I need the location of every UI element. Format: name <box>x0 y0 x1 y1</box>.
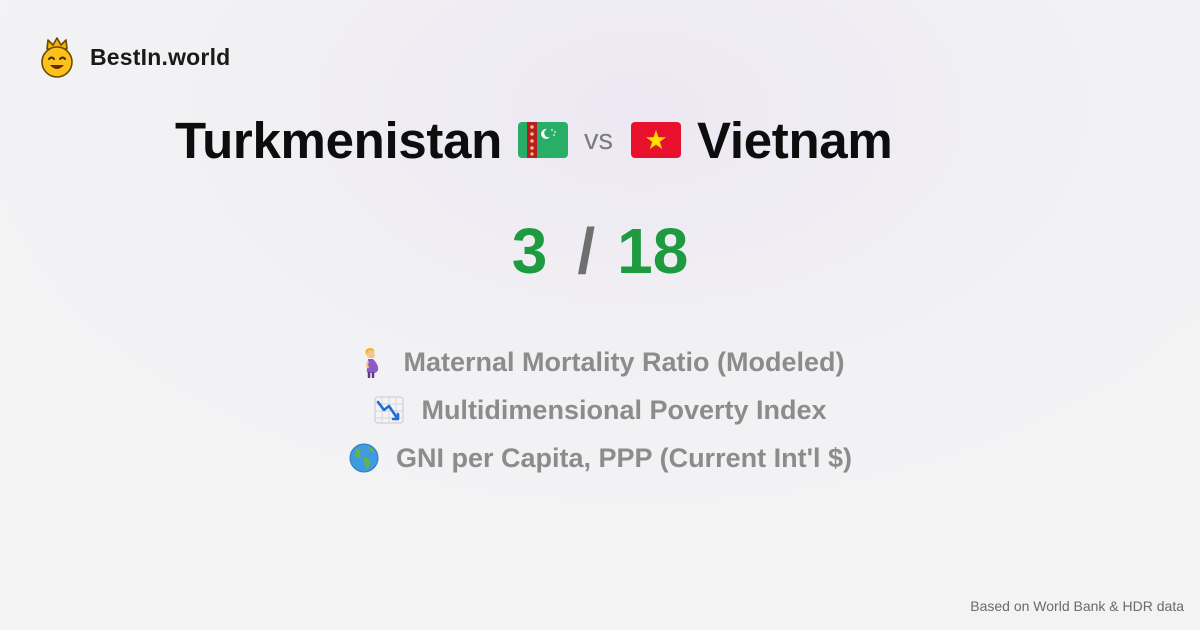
score-country-b: 18 <box>617 215 689 287</box>
brand-name: BestIn.world <box>90 43 231 70</box>
brand[interactable]: BestIn.world <box>38 36 230 78</box>
metric-label: GNI per Capita, PPP (Current Int'l $) <box>396 442 852 473</box>
metric-label: Maternal Mortality Ratio (Modeled) <box>403 346 845 377</box>
country-a-name[interactable]: Turkmenistan <box>175 111 503 169</box>
turkmenistan-flag-icon <box>518 122 569 158</box>
chart-decreasing-icon <box>374 396 404 424</box>
score: 3 / 18 <box>0 214 1200 288</box>
metric-list: Maternal Mortality Ratio (Modeled) Multi… <box>0 338 1200 482</box>
vietnam-flag-icon <box>631 122 682 158</box>
metric-item[interactable]: GNI per Capita, PPP (Current Int'l $) <box>0 434 1200 482</box>
country-b-name[interactable]: Vietnam <box>697 111 893 169</box>
metric-item[interactable]: Multidimensional Poverty Index <box>0 386 1200 434</box>
vs-label: vs <box>584 123 614 156</box>
score-separator: / <box>577 215 596 287</box>
metric-label: Multidimensional Poverty Index <box>421 394 827 425</box>
data-source-note: Based on World Bank & HDR data <box>970 598 1184 614</box>
crowned-smiley-icon <box>41 37 73 78</box>
comparison-title: Turkmenistan vs Vietnam <box>175 108 893 172</box>
pregnant-woman-icon <box>365 348 379 378</box>
metric-item[interactable]: Maternal Mortality Ratio (Modeled) <box>0 338 1200 386</box>
globe-icon <box>349 443 379 473</box>
score-country-a: 3 <box>511 215 548 287</box>
